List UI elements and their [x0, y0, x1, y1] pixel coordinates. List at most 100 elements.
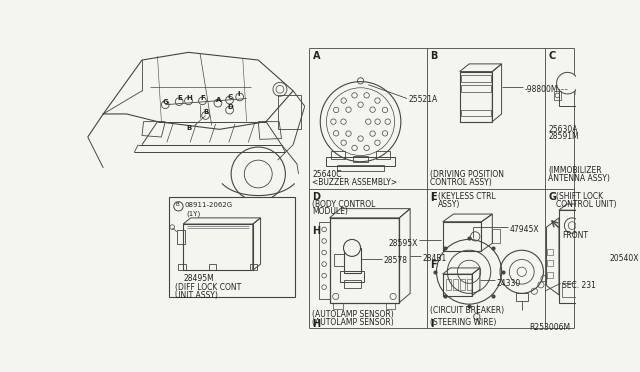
- Text: (KEYLESS CTRL: (KEYLESS CTRL: [438, 192, 496, 202]
- Bar: [353, 155, 368, 162]
- Text: H: H: [186, 95, 192, 101]
- Bar: [460, 279, 465, 289]
- Text: 28578: 28578: [384, 256, 408, 265]
- Text: 28591M: 28591M: [548, 132, 579, 141]
- Circle shape: [226, 106, 234, 114]
- Text: F: F: [200, 95, 205, 101]
- Circle shape: [226, 96, 234, 104]
- Circle shape: [557, 73, 579, 94]
- Text: (AUTOLAMP SENSOR): (AUTOLAMP SENSOR): [312, 318, 394, 327]
- Bar: [516, 294, 528, 301]
- Bar: [209, 264, 216, 270]
- Bar: [461, 86, 491, 92]
- Bar: [460, 71, 492, 122]
- Circle shape: [198, 97, 206, 105]
- Text: F: F: [430, 260, 437, 270]
- Text: 24330: 24330: [497, 279, 521, 288]
- Bar: [334, 254, 344, 266]
- Bar: [177, 230, 184, 244]
- Circle shape: [175, 98, 183, 106]
- Text: (DIFF LOCK CONT: (DIFF LOCK CONT: [175, 283, 241, 292]
- Text: (BODY CONTROL: (BODY CONTROL: [312, 200, 376, 209]
- Text: 28495M: 28495M: [183, 274, 214, 283]
- Bar: [562, 283, 583, 297]
- Circle shape: [214, 99, 222, 107]
- Bar: [559, 83, 576, 106]
- Text: E: E: [430, 192, 437, 202]
- Bar: [467, 279, 472, 289]
- Bar: [452, 279, 458, 289]
- Bar: [376, 151, 390, 158]
- Bar: [183, 224, 253, 270]
- Text: I: I: [237, 91, 240, 97]
- Text: B: B: [186, 125, 191, 131]
- Text: I: I: [430, 319, 434, 329]
- Text: G: G: [548, 192, 556, 202]
- Bar: [492, 230, 500, 243]
- Text: B: B: [430, 51, 438, 61]
- Text: (IMMOBILIZER: (IMMOBILIZER: [548, 166, 602, 175]
- Bar: [443, 274, 472, 296]
- Text: C: C: [227, 94, 232, 100]
- Text: C: C: [548, 51, 556, 61]
- Text: ANTENNA ASSY): ANTENNA ASSY): [548, 174, 610, 183]
- Circle shape: [161, 101, 169, 109]
- Circle shape: [202, 112, 209, 119]
- Text: A: A: [216, 97, 221, 103]
- Bar: [278, 95, 301, 129]
- Text: FRONT: FRONT: [562, 231, 588, 240]
- Text: E: E: [177, 96, 182, 102]
- Bar: [169, 197, 294, 297]
- Text: MODULE): MODULE): [312, 207, 348, 216]
- Bar: [179, 264, 186, 270]
- Text: (AUTOLAMP SENSOR): (AUTOLAMP SENSOR): [312, 310, 394, 319]
- Text: 284B1: 284B1: [422, 254, 447, 263]
- Text: 25630A: 25630A: [548, 125, 578, 135]
- Bar: [446, 279, 451, 289]
- Text: A: A: [312, 51, 320, 61]
- Text: B: B: [204, 109, 209, 115]
- Bar: [443, 222, 481, 251]
- Text: G: G: [163, 99, 169, 105]
- Text: <BUZZER ASSEMBLY>: <BUZZER ASSEMBLY>: [312, 178, 397, 187]
- Bar: [554, 91, 561, 100]
- Text: ASSY): ASSY): [438, 200, 460, 209]
- Text: (SHIFT LOCK: (SHIFT LOCK: [556, 192, 603, 202]
- Text: (STEERING WIRE): (STEERING WIRE): [430, 318, 497, 327]
- Bar: [344, 248, 360, 273]
- Text: H: H: [312, 226, 321, 236]
- Bar: [333, 302, 343, 309]
- Text: R253006M: R253006M: [529, 323, 571, 332]
- Bar: [331, 151, 345, 158]
- Bar: [319, 222, 330, 299]
- Text: -98800M: -98800M: [525, 85, 558, 94]
- Bar: [344, 280, 360, 288]
- Circle shape: [184, 97, 193, 105]
- Bar: [559, 210, 586, 302]
- Text: CONTROL UNIT): CONTROL UNIT): [556, 200, 616, 209]
- Bar: [340, 271, 364, 282]
- Bar: [330, 218, 399, 302]
- Bar: [547, 249, 553, 255]
- Text: D: D: [227, 104, 233, 110]
- Text: (DRIVING POSITION: (DRIVING POSITION: [430, 170, 504, 179]
- Bar: [461, 76, 491, 81]
- Bar: [337, 165, 384, 171]
- Bar: [547, 272, 553, 278]
- Text: I: I: [430, 193, 434, 203]
- Text: (1Y): (1Y): [186, 211, 200, 218]
- Text: UNIT ASSY): UNIT ASSY): [175, 291, 218, 300]
- Text: D: D: [312, 192, 321, 202]
- Bar: [461, 110, 491, 116]
- Text: 25640C: 25640C: [312, 170, 342, 179]
- Text: SEC. 231: SEC. 231: [562, 281, 596, 290]
- Circle shape: [236, 93, 244, 101]
- Text: 28595X: 28595X: [388, 239, 418, 248]
- Bar: [547, 260, 553, 266]
- Bar: [386, 302, 396, 309]
- Text: 20540X: 20540X: [609, 254, 639, 263]
- Text: B: B: [175, 202, 179, 206]
- Text: 08911-2062G: 08911-2062G: [184, 202, 233, 208]
- Text: (CIRCUIT BREAKER): (CIRCUIT BREAKER): [430, 307, 504, 315]
- Bar: [326, 157, 396, 166]
